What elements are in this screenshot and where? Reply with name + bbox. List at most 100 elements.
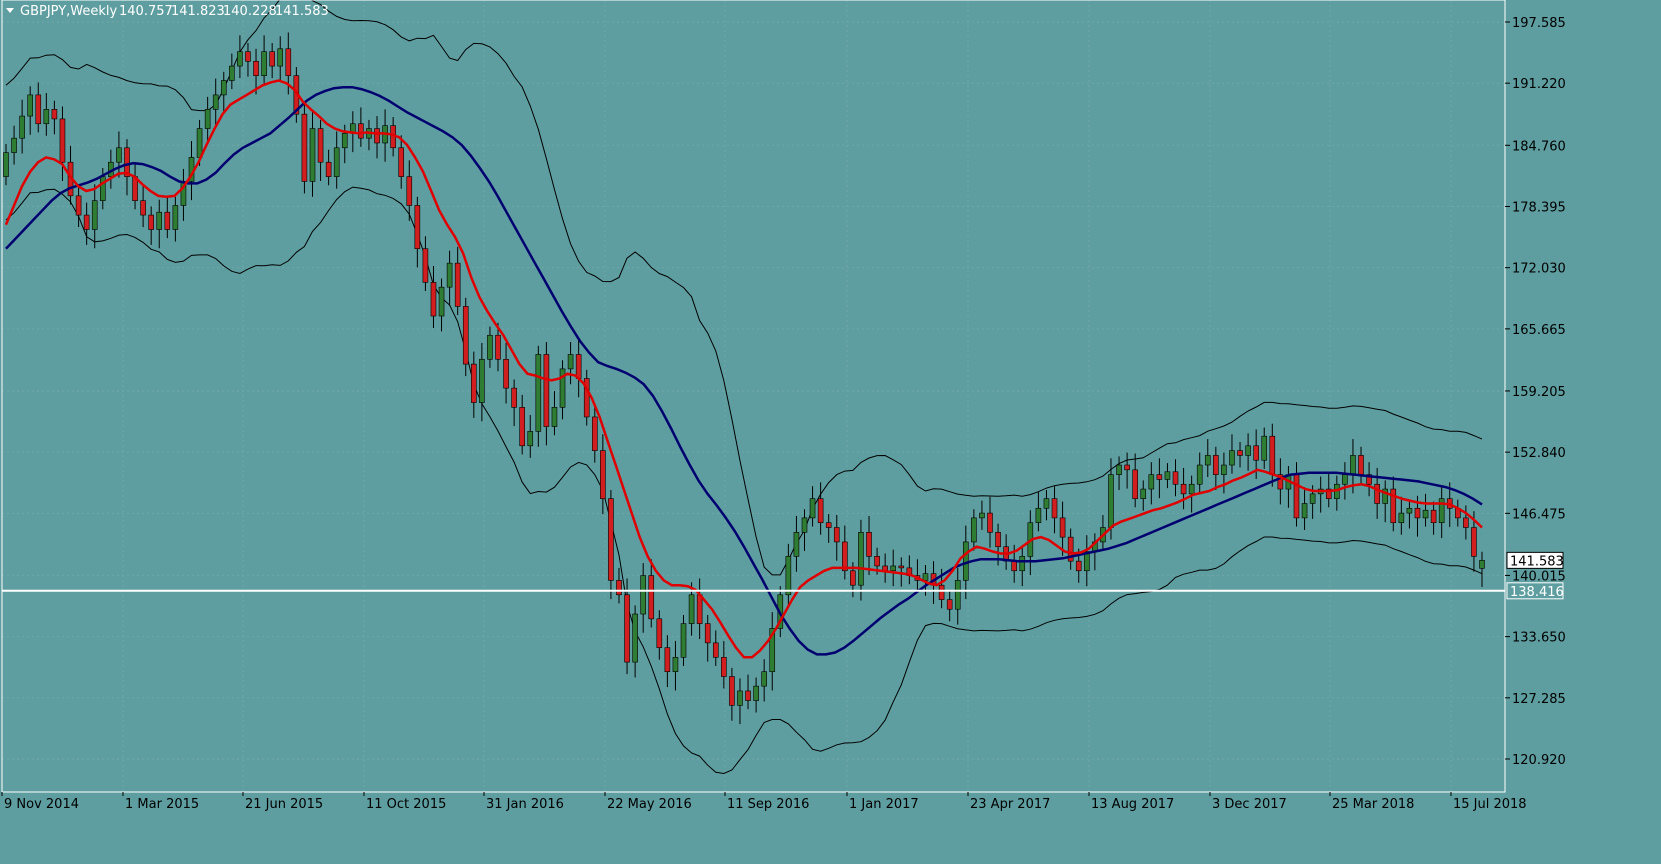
candle	[35, 82, 42, 133]
y-tick-label: 172.030	[1512, 262, 1566, 277]
bear-candle-body	[842, 541, 848, 572]
candle	[75, 187, 82, 228]
bull-candle-body	[801, 517, 808, 533]
candle	[721, 640, 727, 689]
candle	[535, 345, 542, 447]
candle	[1213, 446, 1219, 491]
candle	[1382, 480, 1389, 523]
x-tick-label: 15 Jul 2018	[1453, 797, 1527, 812]
candle	[987, 496, 993, 548]
bull-candle-body	[809, 498, 816, 519]
bear-candle-body	[124, 147, 130, 177]
bull-candle-body	[341, 133, 348, 149]
x-tick-label: 3 Dec 2017	[1212, 797, 1287, 812]
candle	[132, 164, 138, 210]
bear-candle-body	[148, 214, 154, 230]
bear-candle-body	[83, 214, 90, 230]
bull-candle-body	[761, 671, 767, 687]
candle	[27, 86, 33, 135]
candle	[253, 48, 259, 95]
bull-candle-body	[971, 517, 977, 543]
bull-candle-body	[212, 94, 219, 110]
candle	[737, 678, 743, 725]
x-tick-label: 23 Apr 2017	[970, 797, 1050, 812]
bear-candle-body	[51, 109, 58, 120]
y-tick-label: 140.015	[1512, 569, 1566, 584]
x-tick-label: 31 Jan 2016	[486, 797, 564, 812]
bull-candle-body	[309, 128, 316, 182]
bull-candle-body	[785, 556, 792, 596]
chart-header: GBPJPY,Weekly 140.757 141.823 140.228 14…	[6, 4, 329, 19]
bull-candle-body	[43, 109, 50, 125]
bear-candle-body	[1237, 450, 1243, 456]
bear-candle-body	[1269, 435, 1276, 475]
candle	[1019, 547, 1026, 587]
bull-candle-body	[1301, 503, 1308, 519]
candle	[1301, 487, 1308, 530]
fast-moving-average-line	[4, 79, 1483, 659]
bear-candle-body	[696, 594, 703, 624]
x-tick-label: 1 Mar 2015	[125, 797, 199, 812]
candle	[172, 196, 179, 242]
bear-candle-body	[285, 48, 292, 76]
bull-candle-body	[890, 565, 897, 572]
y-tick-label: 127.285	[1512, 692, 1566, 707]
bull-candle-body	[446, 262, 453, 288]
candle	[1164, 463, 1171, 489]
bull-candle-body	[1140, 488, 1147, 499]
candle	[801, 509, 808, 552]
bear-candle-body	[712, 642, 719, 658]
candle	[1196, 452, 1203, 493]
candle	[825, 514, 832, 543]
bull-candle-body	[277, 48, 284, 67]
bull-candle-body	[1196, 464, 1203, 485]
candle	[696, 578, 703, 640]
candle	[406, 160, 413, 221]
candle	[1124, 452, 1130, 489]
bear-candle-body	[422, 248, 429, 283]
bear-candle-body	[608, 498, 614, 581]
candle	[1221, 452, 1227, 494]
bull-candle-body	[11, 137, 17, 153]
candle	[729, 667, 735, 721]
candle	[761, 659, 767, 702]
candle	[575, 338, 582, 398]
bear-candle-body	[1172, 471, 1179, 485]
bear-candle-body	[414, 205, 421, 250]
candle	[1261, 427, 1268, 469]
bull-candle-body	[1479, 560, 1485, 569]
bull-candle-body	[1398, 512, 1405, 524]
candle	[890, 549, 897, 587]
candle	[1374, 467, 1380, 519]
candle	[1204, 439, 1211, 478]
candle	[1455, 499, 1461, 527]
ohlc-open: 140.757	[119, 4, 173, 19]
candle	[1059, 501, 1066, 556]
bull-candle-body	[1350, 455, 1356, 475]
candle	[422, 236, 429, 292]
bear-candle-body	[1156, 474, 1163, 480]
x-tick-label: 9 Nov 2014	[4, 797, 79, 812]
candle	[1140, 480, 1147, 511]
bull-candle-body	[261, 51, 267, 76]
bear-candle-body	[721, 656, 727, 677]
candle	[858, 519, 864, 601]
candle	[495, 322, 501, 372]
candle	[374, 116, 380, 159]
candle	[358, 107, 364, 147]
y-tick-label: 184.760	[1512, 139, 1566, 154]
candle	[1003, 534, 1009, 570]
x-tick-label: 13 Aug 2017	[1091, 797, 1174, 812]
candle	[261, 35, 267, 85]
bollinger-lower-band	[5, 186, 1483, 775]
bull-candle-body	[640, 575, 646, 615]
candle	[1148, 462, 1155, 505]
bear-candle-body	[253, 60, 259, 76]
candle	[704, 614, 711, 662]
candle	[438, 278, 445, 332]
bull-candle-body	[527, 431, 534, 447]
collapse-triangle-icon[interactable]	[6, 8, 14, 13]
bear-candle-body	[269, 51, 275, 67]
candle	[511, 379, 517, 427]
bear-candle-body	[503, 358, 509, 389]
